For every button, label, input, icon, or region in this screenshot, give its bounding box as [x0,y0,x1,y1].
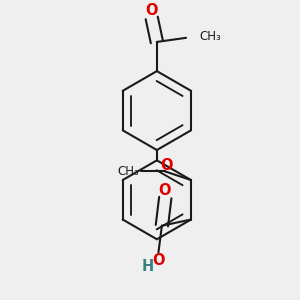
Text: CH₃: CH₃ [199,30,221,43]
Text: O: O [146,3,158,18]
Text: methyl: methyl [138,170,143,171]
Text: O: O [152,253,165,268]
Text: H: H [141,259,154,274]
Text: O: O [158,182,170,197]
Text: CH₃: CH₃ [118,165,140,178]
Text: O: O [160,158,172,173]
